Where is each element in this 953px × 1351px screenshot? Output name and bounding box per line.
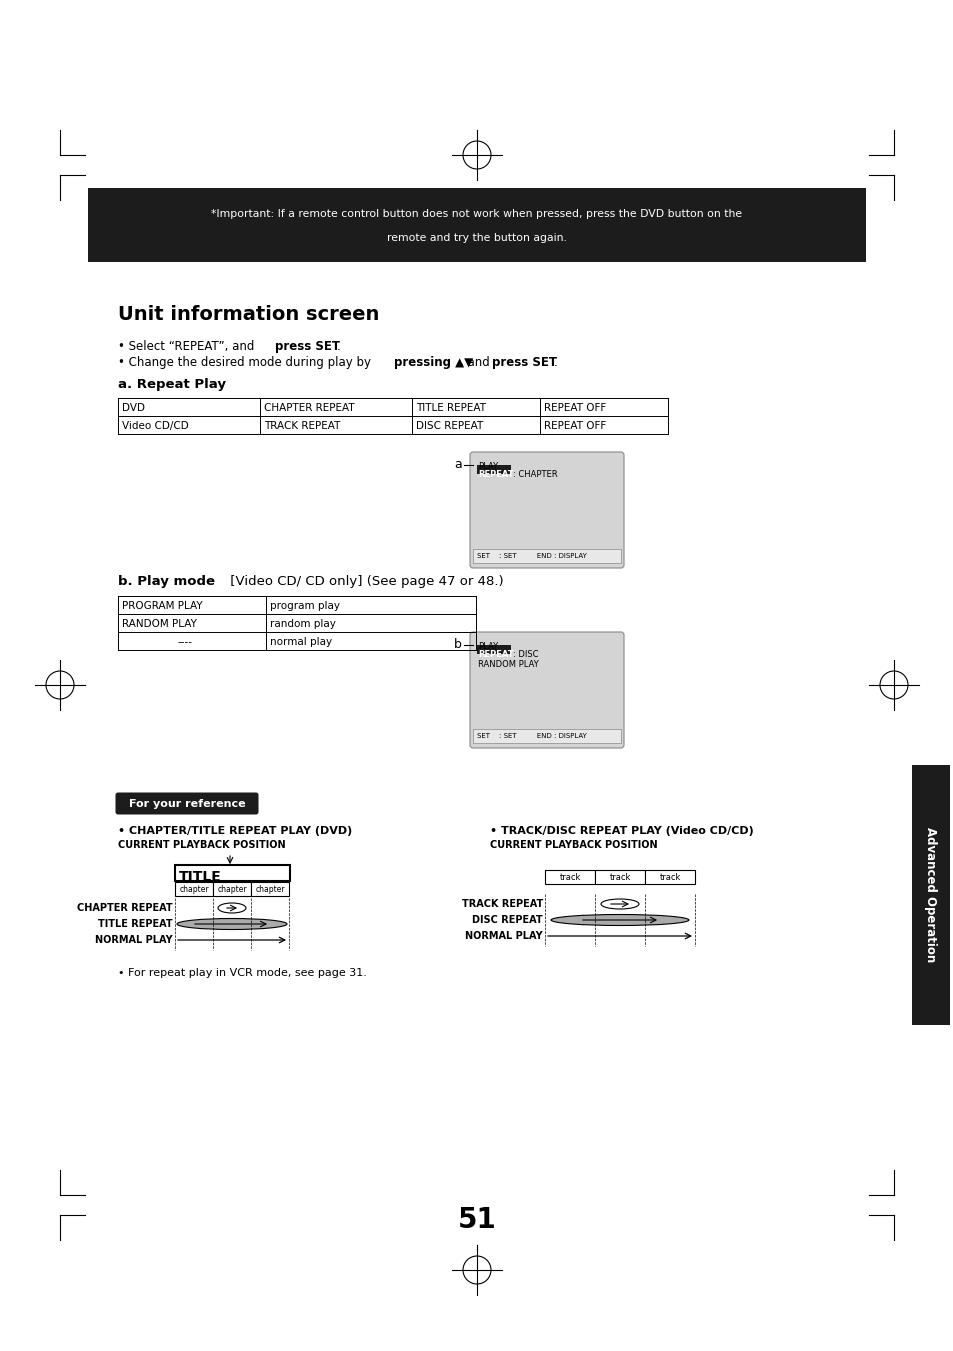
- Text: press SET: press SET: [274, 340, 339, 353]
- Text: press SET: press SET: [492, 357, 557, 369]
- Text: chapter: chapter: [217, 885, 247, 893]
- Ellipse shape: [177, 919, 287, 929]
- Text: : CHAPTER: : CHAPTER: [513, 470, 558, 480]
- Text: TRACK REPEAT: TRACK REPEAT: [461, 898, 542, 909]
- Text: b: b: [454, 639, 461, 651]
- Text: TITLE: TITLE: [179, 870, 221, 884]
- FancyBboxPatch shape: [470, 632, 623, 748]
- Text: • TRACK/DISC REPEAT PLAY (Video CD/CD): • TRACK/DISC REPEAT PLAY (Video CD/CD): [490, 825, 753, 836]
- Text: , and: , and: [459, 357, 493, 369]
- Text: Advanced Operation: Advanced Operation: [923, 827, 937, 963]
- Text: PLAY: PLAY: [477, 462, 497, 471]
- Text: Video CD/CD: Video CD/CD: [122, 422, 189, 431]
- FancyBboxPatch shape: [115, 793, 258, 815]
- Text: CHAPTER REPEAT: CHAPTER REPEAT: [264, 403, 355, 413]
- Text: CURRENT PLAYBACK POSITION: CURRENT PLAYBACK POSITION: [118, 840, 285, 850]
- Text: random play: random play: [270, 619, 335, 630]
- Text: RANDOM PLAY: RANDOM PLAY: [122, 619, 196, 630]
- Text: DISC REPEAT: DISC REPEAT: [472, 915, 542, 925]
- Text: Unit information screen: Unit information screen: [118, 305, 379, 324]
- Text: PROGRAM PLAY: PROGRAM PLAY: [122, 601, 202, 611]
- Text: REPEAT: REPEAT: [477, 470, 513, 480]
- Text: track: track: [558, 873, 580, 881]
- Text: TITLE REPEAT: TITLE REPEAT: [416, 403, 485, 413]
- Ellipse shape: [600, 898, 639, 909]
- Text: program play: program play: [270, 601, 339, 611]
- Text: TITLE REPEAT: TITLE REPEAT: [98, 919, 172, 929]
- Text: SET    : SET         END : DISPLAY: SET : SET END : DISPLAY: [476, 734, 586, 739]
- Text: 51: 51: [457, 1206, 496, 1233]
- FancyBboxPatch shape: [476, 465, 511, 474]
- Text: normal play: normal play: [270, 638, 332, 647]
- Text: pressing ▲▼: pressing ▲▼: [394, 357, 473, 369]
- Text: .: .: [336, 340, 340, 353]
- Text: RANDOM PLAY: RANDOM PLAY: [477, 661, 538, 669]
- Text: track: track: [609, 873, 630, 881]
- FancyBboxPatch shape: [473, 549, 620, 563]
- Text: REPEAT OFF: REPEAT OFF: [543, 403, 605, 413]
- Ellipse shape: [218, 902, 246, 913]
- Text: For your reference: For your reference: [129, 798, 245, 809]
- Ellipse shape: [551, 915, 688, 925]
- FancyBboxPatch shape: [473, 730, 620, 743]
- FancyBboxPatch shape: [174, 882, 213, 896]
- Text: PLAY: PLAY: [477, 642, 497, 651]
- Text: DVD: DVD: [122, 403, 145, 413]
- FancyBboxPatch shape: [544, 870, 595, 884]
- Text: • Change the desired mode during play by: • Change the desired mode during play by: [118, 357, 375, 369]
- Text: • Select “REPEAT”, and: • Select “REPEAT”, and: [118, 340, 258, 353]
- Text: *Important: If a remote control button does not work when pressed, press the DVD: *Important: If a remote control button d…: [212, 209, 741, 219]
- Text: track: track: [659, 873, 680, 881]
- Text: • For repeat play in VCR mode, see page 31.: • For repeat play in VCR mode, see page …: [118, 969, 367, 978]
- Text: b. Play mode: b. Play mode: [118, 576, 214, 588]
- FancyBboxPatch shape: [213, 882, 251, 896]
- FancyBboxPatch shape: [476, 644, 511, 654]
- Text: NORMAL PLAY: NORMAL PLAY: [95, 935, 172, 944]
- Text: DISC REPEAT: DISC REPEAT: [416, 422, 483, 431]
- Text: REPEAT OFF: REPEAT OFF: [543, 422, 605, 431]
- Text: chapter: chapter: [254, 885, 285, 893]
- FancyBboxPatch shape: [251, 882, 289, 896]
- Text: SET    : SET         END : DISPLAY: SET : SET END : DISPLAY: [476, 553, 586, 559]
- FancyBboxPatch shape: [88, 188, 865, 262]
- Text: [Video CD/ CD only] (See page 47 or 48.): [Video CD/ CD only] (See page 47 or 48.): [226, 576, 503, 588]
- Text: : DISC: : DISC: [513, 650, 537, 659]
- FancyBboxPatch shape: [595, 870, 644, 884]
- Text: a. Repeat Play: a. Repeat Play: [118, 378, 226, 390]
- FancyBboxPatch shape: [644, 870, 695, 884]
- Text: • CHAPTER/TITLE REPEAT PLAY (DVD): • CHAPTER/TITLE REPEAT PLAY (DVD): [118, 825, 352, 836]
- Text: a: a: [454, 458, 461, 471]
- Text: CHAPTER REPEAT: CHAPTER REPEAT: [77, 902, 172, 913]
- Text: chapter: chapter: [179, 885, 209, 893]
- Text: ----: ----: [178, 638, 193, 647]
- Text: .: .: [554, 357, 558, 369]
- Text: CURRENT PLAYBACK POSITION: CURRENT PLAYBACK POSITION: [490, 840, 657, 850]
- Text: REPEAT: REPEAT: [477, 650, 513, 659]
- FancyBboxPatch shape: [174, 865, 290, 881]
- Text: NORMAL PLAY: NORMAL PLAY: [465, 931, 542, 942]
- Text: remote and try the button again.: remote and try the button again.: [387, 234, 566, 243]
- Text: TRACK REPEAT: TRACK REPEAT: [264, 422, 340, 431]
- FancyBboxPatch shape: [470, 453, 623, 567]
- FancyBboxPatch shape: [911, 765, 949, 1025]
